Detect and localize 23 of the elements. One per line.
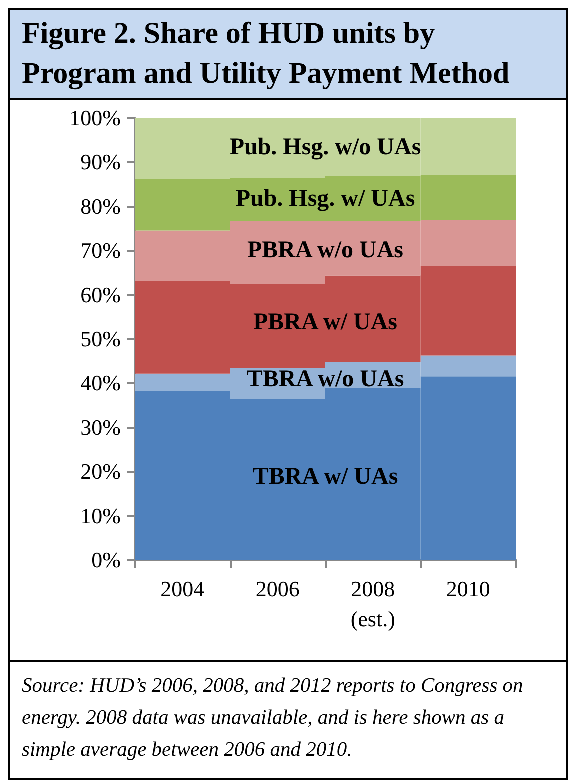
y-tick-label: 20% [80, 459, 121, 484]
y-tick-label: 50% [80, 326, 121, 352]
y-tick-label: 90% [80, 150, 121, 175]
y-tick-label: 0% [92, 548, 121, 572]
y-tick-label: 40% [80, 370, 121, 396]
series-label: Pub. Hsg. w/ UAs [236, 186, 416, 212]
y-tick-label: 70% [80, 238, 121, 264]
series-label: PBRA w/o UAs [247, 237, 404, 264]
x-tick-label: 2006 [256, 576, 300, 602]
x-tick-label: 2004 [160, 576, 205, 602]
series-label: PBRA w/ UAs [253, 310, 398, 336]
chart-title: Figure 2. Share of HUD units by Program and Utility Payment Method [10, 10, 566, 100]
source-note: Source: HUD’s 2006, 2008, and 2012 reports to Congress on energy. 2008 data was unavailable, and is here shown as a simple average between 2006 and 2010. [10, 660, 566, 778]
y-tick-label: 10% [80, 503, 121, 528]
y-tick-label: 80% [80, 194, 121, 219]
series-label: Pub. Hsg. w/o UAs [230, 134, 422, 161]
x-tick-label: 2008 (est.) [350, 576, 396, 632]
x-tick-label: 2010 [446, 576, 490, 602]
y-tick-label: 30% [80, 414, 121, 440]
series-label: TBRA w/o UAs [246, 366, 404, 392]
y-tick-label: 100% [70, 106, 121, 130]
y-tick-label: 60% [80, 282, 121, 308]
series-label: TBRA w/ UAs [252, 464, 398, 490]
